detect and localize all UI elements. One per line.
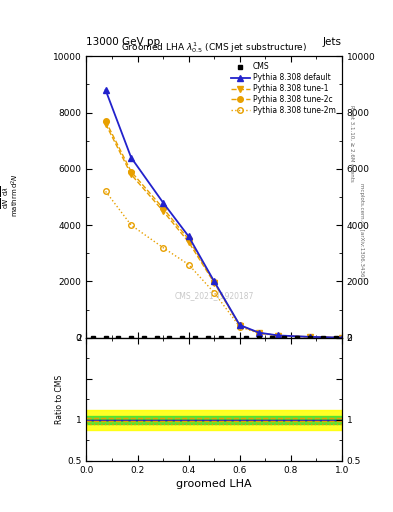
CMS xyxy=(90,335,95,341)
Pythia 8.308 tune-2m xyxy=(161,245,165,251)
Pythia 8.308 tune-2m xyxy=(186,262,191,268)
Pythia 8.308 tune-2c xyxy=(103,118,108,124)
CMS xyxy=(308,335,312,341)
CMS xyxy=(269,335,274,341)
Text: $\mathrm{mathrm\,d}^2N$: $\mathrm{mathrm\,d}^2N$ xyxy=(10,173,21,217)
Pythia 8.308 tune-1 xyxy=(276,332,281,338)
Pythia 8.308 tune-2m xyxy=(237,324,242,330)
Line: Pythia 8.308 tune-2c: Pythia 8.308 tune-2c xyxy=(103,118,345,340)
CMS xyxy=(206,335,210,341)
Pythia 8.308 tune-2c xyxy=(308,334,312,340)
Pythia 8.308 default xyxy=(276,332,281,338)
Legend: CMS, Pythia 8.308 default, Pythia 8.308 tune-1, Pythia 8.308 tune-2c, Pythia 8.3: CMS, Pythia 8.308 default, Pythia 8.308 … xyxy=(228,60,338,117)
CMS xyxy=(103,335,108,341)
Text: 13000 GeV pp: 13000 GeV pp xyxy=(86,37,161,47)
Pythia 8.308 tune-2m xyxy=(257,330,261,336)
Pythia 8.308 default xyxy=(237,322,242,328)
Pythia 8.308 tune-2c xyxy=(276,332,281,338)
Pythia 8.308 tune-1 xyxy=(237,323,242,329)
Pythia 8.308 default xyxy=(103,87,108,93)
Pythia 8.308 tune-1 xyxy=(257,330,261,336)
Pythia 8.308 tune-1 xyxy=(212,280,217,286)
Title: Groomed LHA $\lambda^{1}_{0.5}$ (CMS jet substructure): Groomed LHA $\lambda^{1}_{0.5}$ (CMS jet… xyxy=(121,40,307,55)
Pythia 8.308 tune-1 xyxy=(186,239,191,245)
CMS xyxy=(257,335,261,341)
Text: Rivet 3.1.10, ≥ 2.6M events: Rivet 3.1.10, ≥ 2.6M events xyxy=(349,105,354,182)
Pythia 8.308 default xyxy=(161,200,165,206)
Pythia 8.308 tune-1 xyxy=(161,208,165,214)
Y-axis label: Ratio to CMS: Ratio to CMS xyxy=(55,375,64,424)
Pythia 8.308 tune-2m xyxy=(129,222,134,228)
Pythia 8.308 default xyxy=(340,334,344,340)
X-axis label: groomed LHA: groomed LHA xyxy=(176,479,252,489)
Line: Pythia 8.308 tune-1: Pythia 8.308 tune-1 xyxy=(103,121,345,340)
Pythia 8.308 tune-2m xyxy=(340,334,344,340)
CMS xyxy=(231,335,236,341)
Pythia 8.308 tune-2m xyxy=(212,290,217,296)
Y-axis label: $\frac{1}{\mathrm{d}N}\,\frac{\mathrm{d}N}{\mathrm{d}\lambda}$: $\frac{1}{\mathrm{d}N}\,\frac{\mathrm{d}… xyxy=(0,185,11,209)
Pythia 8.308 tune-2c xyxy=(161,205,165,211)
CMS xyxy=(295,335,299,341)
CMS xyxy=(129,335,134,341)
Pythia 8.308 tune-2c xyxy=(186,236,191,242)
Pythia 8.308 default xyxy=(257,330,261,336)
Pythia 8.308 tune-1 xyxy=(129,172,134,178)
CMS xyxy=(333,335,338,341)
Pythia 8.308 tune-2c xyxy=(257,330,261,336)
CMS xyxy=(167,335,172,341)
Line: Pythia 8.308 default: Pythia 8.308 default xyxy=(103,88,345,340)
CMS xyxy=(320,335,325,341)
Text: CMS_2021_I1920187: CMS_2021_I1920187 xyxy=(174,291,254,300)
Pythia 8.308 tune-1 xyxy=(308,334,312,340)
CMS xyxy=(244,335,248,341)
CMS xyxy=(193,335,197,341)
Pythia 8.308 default xyxy=(212,279,217,285)
CMS xyxy=(180,335,185,341)
CMS xyxy=(282,335,287,341)
CMS xyxy=(218,335,223,341)
Pythia 8.308 tune-1 xyxy=(340,334,344,340)
Pythia 8.308 tune-2m xyxy=(103,188,108,195)
Line: Pythia 8.308 tune-2m: Pythia 8.308 tune-2m xyxy=(103,188,345,340)
Pythia 8.308 tune-2c xyxy=(340,334,344,340)
Pythia 8.308 default xyxy=(129,155,134,161)
Pythia 8.308 tune-2c xyxy=(237,322,242,328)
Text: mcplots.cern.ch [arXiv:1306.3436]: mcplots.cern.ch [arXiv:1306.3436] xyxy=(359,183,364,278)
Pythia 8.308 tune-1 xyxy=(103,121,108,127)
Pythia 8.308 tune-2m xyxy=(308,334,312,340)
CMS xyxy=(141,335,146,341)
Pythia 8.308 default xyxy=(186,233,191,240)
CMS xyxy=(116,335,121,341)
Pythia 8.308 tune-2c xyxy=(129,168,134,175)
Pythia 8.308 default xyxy=(308,334,312,340)
Pythia 8.308 tune-2c xyxy=(212,279,217,285)
Pythia 8.308 tune-2m xyxy=(276,333,281,339)
CMS xyxy=(154,335,159,341)
Line: CMS: CMS xyxy=(91,335,338,340)
Text: Jets: Jets xyxy=(323,37,342,47)
